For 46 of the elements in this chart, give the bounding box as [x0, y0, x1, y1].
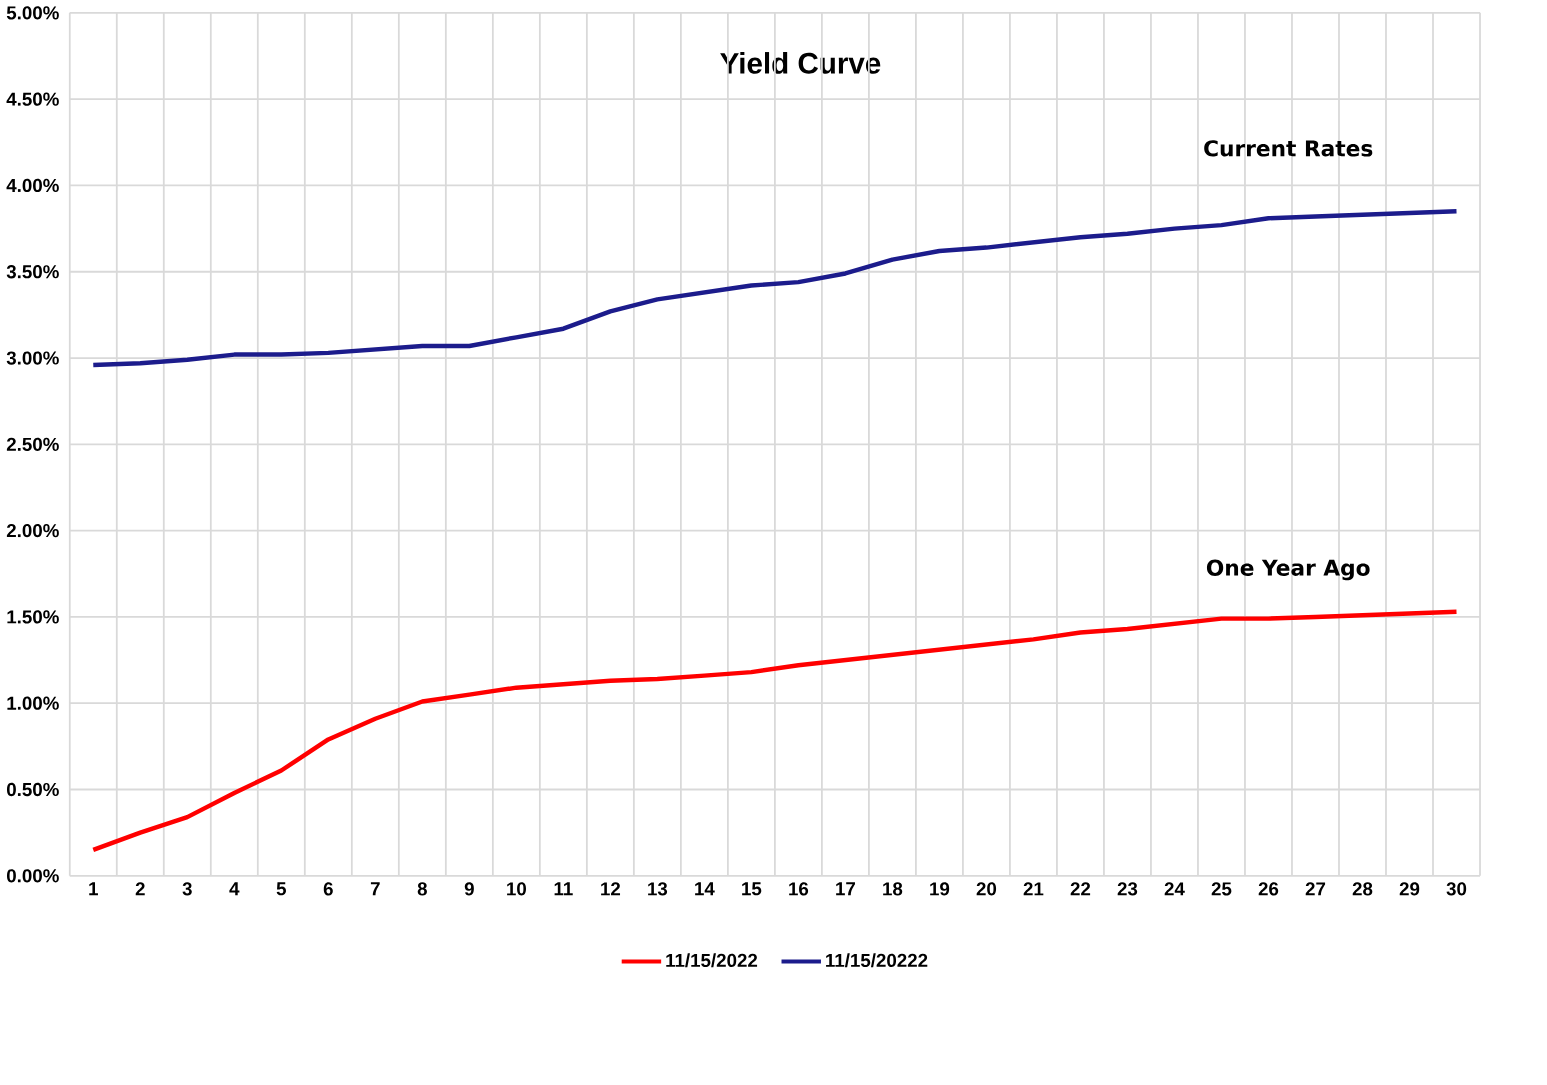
y-tick-label: 3.00%: [6, 351, 59, 365]
x-tick-label: 17: [836, 882, 855, 896]
x-tick-label: 12: [601, 882, 621, 896]
y-tick-label: 1.50%: [7, 610, 59, 624]
y-tick-label: 4.00%: [6, 179, 59, 193]
x-tick-label: 16: [789, 882, 809, 896]
x-tick-label: 15: [742, 882, 762, 896]
y-tick-label: 1.00%: [7, 696, 59, 711]
y-tick-label: 3.50%: [6, 265, 59, 279]
x-tick-label: 5: [276, 882, 286, 896]
legend-label: 11/15/20222: [826, 953, 928, 968]
x-tick-label: 8: [417, 882, 427, 896]
y-tick-label: 2.00%: [6, 524, 59, 538]
x-tick-label: 14: [695, 882, 715, 896]
x-tick-label: 2: [135, 882, 145, 896]
x-tick-label: 24: [1164, 882, 1185, 896]
x-tick-label: 6: [323, 882, 333, 896]
y-tick-label: 0.00%: [6, 869, 59, 883]
x-tick-label: 19: [930, 882, 950, 896]
y-tick-label: 0.50%: [6, 783, 59, 797]
x-tick-label: 4: [229, 882, 240, 896]
x-tick-label: 30: [1446, 882, 1467, 896]
x-tick-label: 28: [1352, 882, 1373, 896]
x-tick-label: 18: [883, 882, 903, 896]
x-tick-label: 29: [1399, 882, 1420, 896]
x-tick-label: 22: [1070, 882, 1091, 896]
annotation: Current Rates: [1204, 140, 1373, 157]
x-tick-label: 23: [1117, 882, 1138, 896]
y-tick-label: 4.50%: [6, 92, 59, 106]
legend-label: 11/15/2022: [666, 953, 758, 968]
x-tick-label: 7: [370, 882, 380, 896]
annotation: One Year Ago: [1206, 559, 1370, 581]
x-tick-label: 27: [1305, 882, 1326, 896]
x-tick-label: 21: [1023, 882, 1044, 896]
y-tick-label: 5.00%: [6, 6, 59, 20]
x-tick-label: 25: [1211, 882, 1232, 896]
y-tick-label: 2.50%: [6, 437, 59, 452]
text: Yield Curve: [720, 52, 881, 74]
x-tick-label: 13: [648, 882, 668, 896]
x-tick-label: 10: [507, 882, 526, 896]
x-tick-label: 11: [554, 882, 573, 896]
x-tick-label: 1: [89, 882, 98, 896]
x-tick-label: 3: [182, 882, 192, 896]
x-tick-label: 20: [976, 882, 997, 896]
x-tick-label: 26: [1258, 882, 1279, 896]
x-tick-label: 9: [464, 882, 474, 896]
